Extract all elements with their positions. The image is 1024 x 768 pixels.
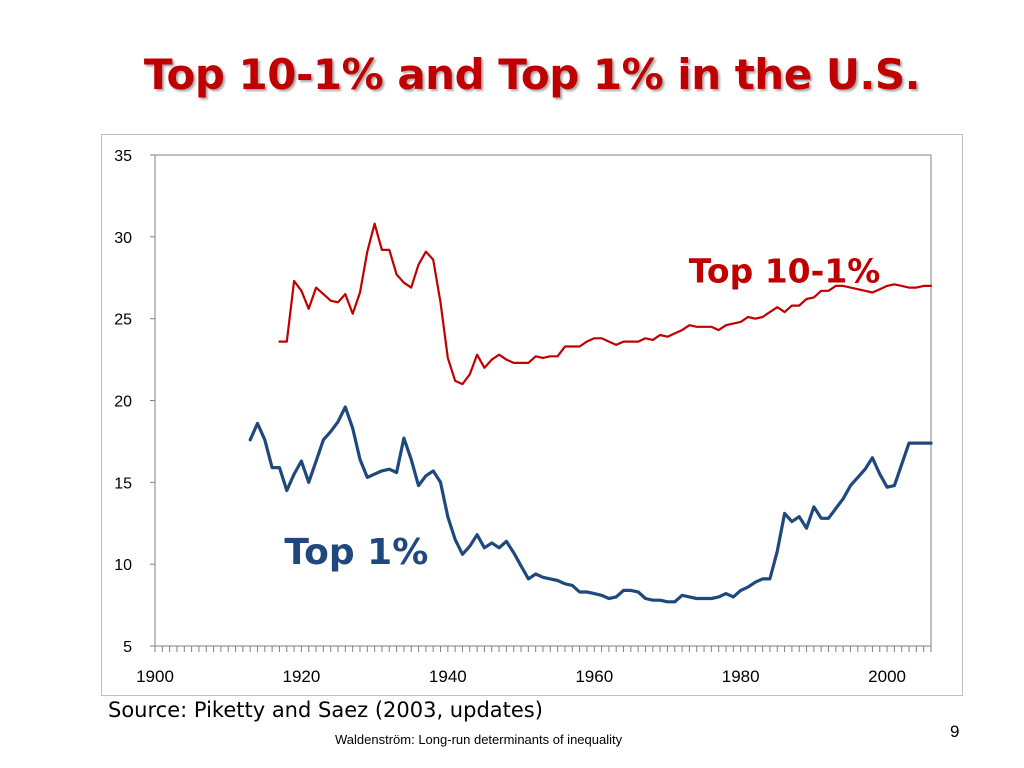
y-tick-label: 25	[114, 312, 132, 329]
x-tick-label: 1960	[575, 667, 613, 686]
y-tick-label: 10	[114, 557, 132, 574]
y-tick-label: 15	[114, 475, 132, 492]
chart-frame: 5 10 15 20 25 30 35 1900 1920 1940 1960 1980 2000 Top…	[101, 134, 963, 696]
page-number: 9	[950, 722, 960, 741]
y-tick-label: 20	[114, 394, 132, 411]
y-tick-label: 5	[123, 639, 132, 656]
y-tick-label: 30	[114, 230, 132, 247]
x-tick-label: 2000	[868, 667, 906, 686]
x-tick-label: 1900	[136, 667, 174, 686]
slide-title: Top 10-1% and Top 1% in the U.S.	[143, 50, 921, 99]
x-tick-label: 1920	[283, 667, 321, 686]
line-chart: 5 10 15 20 25 30 35 1900 1920 1940 1960 1980 2000 Top…	[114, 148, 933, 686]
series-line-top-10-1	[278, 222, 933, 386]
x-tick-label: 1940	[429, 667, 467, 686]
plot-area	[154, 154, 932, 647]
footer-text: Waldenström: Long-run determinants of in…	[335, 732, 623, 747]
series-label-top-10-1: Top 10-1%	[689, 252, 881, 291]
series-label-top-1: Top 1%	[284, 532, 428, 573]
source-note: Source: Piketty and Saez (2003, updates)	[108, 698, 543, 722]
y-tick-label: 35	[114, 148, 132, 165]
x-tick-label: 1980	[722, 667, 760, 686]
series-line-top-1	[248, 405, 933, 604]
